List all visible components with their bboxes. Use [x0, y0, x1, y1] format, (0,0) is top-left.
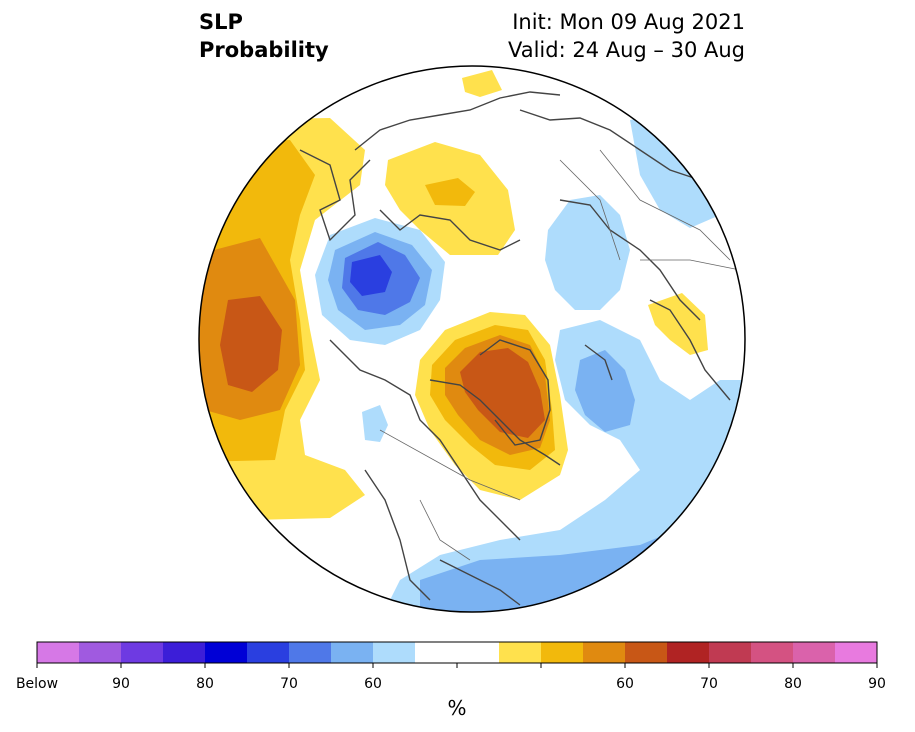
valid-range: Valid: 24 Aug – 30 Aug	[507, 38, 745, 62]
globe-outline	[198, 65, 746, 613]
colorbar-swatch	[247, 642, 290, 663]
colorbar-tick-label: 80	[196, 676, 214, 692]
atlantic-midblue-region	[575, 350, 635, 432]
alaska-lightblue-region	[362, 405, 388, 442]
polar-map	[198, 65, 746, 613]
kind-title: Probability	[199, 38, 329, 62]
europe-yellow-region	[648, 293, 708, 355]
colorbar-swatch	[751, 642, 794, 663]
variable-title: SLP	[199, 10, 243, 34]
colorbar-tick-label: 80	[784, 676, 802, 692]
colorbar-tick-label: 60	[364, 676, 382, 692]
init-date: Init: Mon 09 Aug 2021	[512, 10, 745, 34]
colorbar-swatch	[457, 642, 500, 663]
chart-title-left: SLP Probability	[199, 8, 329, 64]
chart-title-right: Init: Mon 09 Aug 2021 Valid: 24 Aug – 30…	[508, 8, 745, 64]
colorbar-frame	[36, 641, 878, 664]
colorbar-swatch	[205, 642, 248, 663]
colorbar-tick-label: 90	[868, 676, 886, 692]
colorbar-ticks: Below9080706060708090Above	[16, 663, 886, 692]
colorbar-tick-label: Below	[16, 676, 58, 692]
eurasia-lightblue-region	[545, 195, 630, 310]
colorbar-tick-label: 90	[112, 676, 130, 692]
coastlines	[299, 91, 731, 606]
colorbar-swatch	[541, 642, 584, 663]
colorbar-swatch	[835, 642, 878, 663]
colorbar-swatch	[583, 642, 626, 663]
colorbar-swatch	[163, 642, 206, 663]
colorbar-swatch	[373, 642, 416, 663]
colorbar-swatch	[37, 642, 80, 663]
greenland-darkorange-region	[460, 348, 545, 438]
colorbar-swatch	[331, 642, 374, 663]
colorbar-unit: %	[447, 696, 466, 720]
colorbar-swatch	[793, 642, 836, 663]
colorbar-tick-label: 70	[280, 676, 298, 692]
colorbar-tick-label: 70	[700, 676, 718, 692]
borders	[379, 149, 741, 561]
siberia-gold-region	[425, 178, 475, 206]
colorbar-swatch	[499, 642, 542, 663]
colorbar-swatch	[415, 642, 458, 663]
arctic-coast-yellow-region	[462, 70, 502, 97]
colorbar-swatch	[79, 642, 122, 663]
colorbar-swatch	[289, 642, 332, 663]
colorbar-swatch	[625, 642, 668, 663]
map-fields	[199, 66, 745, 612]
chukchi-deepblue-region	[350, 255, 392, 296]
colorbar-swatches	[37, 642, 878, 663]
pacific-darkorange-region	[220, 296, 282, 392]
colorbar-tick-label: 60	[616, 676, 634, 692]
colorbar-swatch	[121, 642, 164, 663]
colorbar-swatch	[667, 642, 710, 663]
colorbar-swatch	[709, 642, 752, 663]
